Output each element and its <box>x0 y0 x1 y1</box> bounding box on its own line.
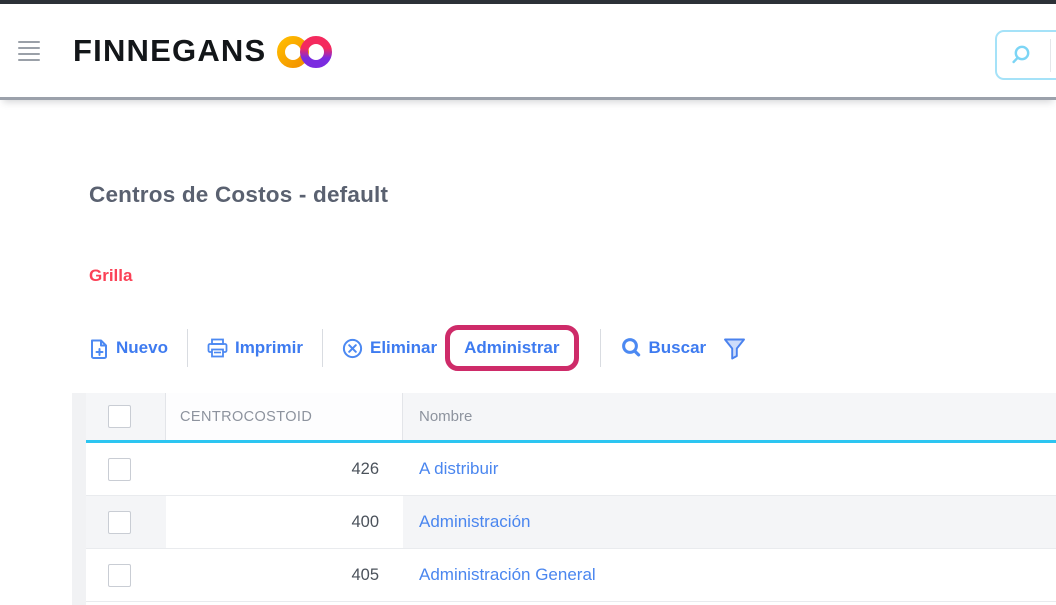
delete-button[interactable]: Eliminar <box>342 338 437 359</box>
search-icon <box>1012 45 1030 64</box>
row-checkbox[interactable] <box>108 563 131 587</box>
infinity-rings-icon <box>277 36 333 68</box>
print-button[interactable]: Imprimir <box>207 338 303 358</box>
brand-logo[interactable]: FINNEGANS <box>73 30 334 72</box>
select-all-checkbox[interactable] <box>108 405 131 428</box>
row-link[interactable]: A distribuir <box>419 459 499 478</box>
row-checkbox[interactable] <box>108 510 131 534</box>
cell-centrocostoid: 405 <box>351 565 379 584</box>
toolbar-separator <box>599 329 601 367</box>
grid-toolbar: Nuevo Imprimir Eliminar Administrar <box>90 325 747 371</box>
cell-nombre: A distribuir <box>403 443 1056 495</box>
search-box-divider <box>1050 39 1051 72</box>
grid-accent-line <box>86 440 1056 443</box>
select-all-cell[interactable] <box>86 393 166 440</box>
table-row[interactable]: 405 Administración General <box>86 549 1056 602</box>
cell-centrocostoid: 426 <box>351 459 379 478</box>
new-button[interactable]: Nuevo <box>90 338 168 359</box>
administer-button-label: Administrar <box>464 338 560 357</box>
brand-name: FINNEGANS <box>73 33 267 68</box>
toolbar-separator <box>322 329 323 367</box>
grid-header-row: CENTROCOSTOID Nombre <box>86 393 1056 440</box>
toolbar-separator <box>186 329 188 367</box>
annotation-highlight: Administrar <box>445 325 579 371</box>
page-title: Centros de Costos - default <box>89 182 389 207</box>
administer-button[interactable]: Administrar <box>464 338 559 358</box>
new-button-label: Nuevo <box>116 338 168 357</box>
circle-cross-icon <box>342 338 363 358</box>
new-document-icon <box>91 339 107 359</box>
top-dark-strip <box>0 0 1056 4</box>
search-button-label: Buscar <box>648 338 707 357</box>
search-bold-icon <box>621 338 640 357</box>
filter-button[interactable] <box>722 336 747 360</box>
app-header: FINNEGANS <box>0 4 1056 100</box>
row-checkbox[interactable] <box>108 457 131 481</box>
data-grid: CENTROCOSTOID Nombre 426 A distribuir 40… <box>86 393 1056 602</box>
print-button-label: Imprimir <box>234 338 303 357</box>
cell-nombre: Administración <box>403 496 1056 548</box>
section-label-grilla: Grilla <box>89 266 133 285</box>
global-search-input[interactable] <box>1040 45 1056 65</box>
row-link[interactable]: Administración General <box>419 565 596 584</box>
delete-button-label: Eliminar <box>370 338 438 357</box>
global-search-box[interactable] <box>995 30 1056 80</box>
row-link[interactable]: Administración <box>419 512 531 531</box>
cell-nombre: Administración General <box>403 549 1056 601</box>
printer-icon <box>207 338 228 358</box>
grid-left-gutter <box>72 393 86 605</box>
column-header-nombre[interactable]: Nombre <box>419 408 473 425</box>
table-row[interactable]: 400 Administración <box>86 496 1056 549</box>
column-header-centrocostoid[interactable]: CENTROCOSTOID <box>166 393 403 440</box>
table-row[interactable]: 426 A distribuir <box>86 443 1056 496</box>
menu-icon[interactable] <box>18 41 42 62</box>
cell-centrocostoid: 400 <box>166 496 403 548</box>
search-button[interactable]: Buscar <box>620 337 707 359</box>
filter-icon <box>724 338 746 360</box>
